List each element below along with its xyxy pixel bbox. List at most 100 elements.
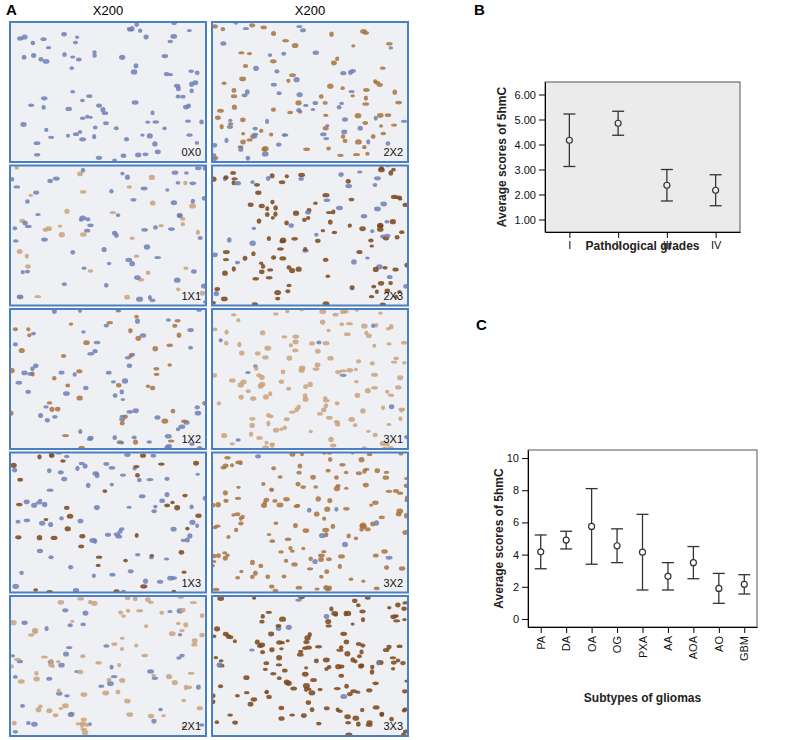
nucleus xyxy=(220,466,226,470)
nucleus xyxy=(47,468,52,473)
nucleus xyxy=(38,413,43,418)
y-tick-label: 5.00 xyxy=(515,114,536,126)
nucleus xyxy=(46,708,52,713)
nucleus xyxy=(95,661,101,664)
nucleus xyxy=(22,55,27,60)
nucleus xyxy=(158,708,162,712)
plot-background xyxy=(528,450,757,627)
nucleus xyxy=(186,133,192,136)
nucleus xyxy=(370,665,374,670)
nucleus xyxy=(246,389,251,393)
nucleus xyxy=(77,597,84,601)
nucleus xyxy=(352,716,359,721)
nucleus xyxy=(172,680,178,685)
nucleus xyxy=(372,344,376,348)
x-tick: GBM xyxy=(738,627,750,661)
nucleus xyxy=(346,179,351,184)
nucleus xyxy=(91,601,97,606)
nucleus xyxy=(48,555,53,559)
nucleus xyxy=(92,53,96,58)
nucleus xyxy=(21,370,27,375)
error-bar-cap xyxy=(637,514,649,515)
nucleus xyxy=(304,635,310,640)
nucleus xyxy=(356,471,362,475)
nucleus xyxy=(294,504,300,508)
nucleus xyxy=(230,171,236,175)
nucleus xyxy=(263,394,269,399)
nucleus xyxy=(381,549,387,554)
nucleus xyxy=(361,617,365,622)
nucleus xyxy=(271,466,276,470)
mean-marker xyxy=(741,581,747,587)
error-bar-cap xyxy=(560,548,572,549)
nucleus xyxy=(154,415,160,419)
nucleus xyxy=(313,485,318,489)
nucleus xyxy=(273,212,277,217)
nucleus xyxy=(167,610,172,613)
nucleus xyxy=(330,444,336,448)
y-tick: 3.00 xyxy=(515,164,545,176)
nucleus xyxy=(338,564,342,569)
nucleus xyxy=(162,126,166,130)
nucleus xyxy=(79,215,86,220)
nucleus xyxy=(244,691,250,694)
nucleus xyxy=(87,223,93,227)
nucleus xyxy=(13,342,18,346)
nucleus xyxy=(154,256,161,259)
nucleus xyxy=(399,407,406,410)
nucleus xyxy=(243,256,248,261)
nucleus xyxy=(337,154,343,157)
nucleus xyxy=(261,482,265,486)
y-tick-mark xyxy=(522,555,528,556)
mean-marker xyxy=(713,187,719,193)
nucleus xyxy=(266,695,272,699)
nucleus xyxy=(393,619,400,622)
nucleus xyxy=(265,212,270,217)
nucleus xyxy=(374,520,379,525)
nucleus xyxy=(351,259,357,264)
nucleus xyxy=(243,675,249,680)
nucleus xyxy=(366,688,372,692)
nucleus xyxy=(13,327,18,331)
nucleus xyxy=(231,94,237,98)
nucleus xyxy=(21,270,25,274)
nucleus xyxy=(195,141,199,145)
nucleus xyxy=(165,188,169,192)
nucleus xyxy=(270,443,274,448)
nucleus xyxy=(257,218,262,223)
nucleus xyxy=(119,678,125,683)
nucleus xyxy=(63,391,70,396)
nucleus xyxy=(224,456,230,459)
nucleus xyxy=(276,624,282,628)
nucleus xyxy=(259,269,265,274)
nucleus xyxy=(103,644,109,647)
nucleus xyxy=(41,237,48,241)
y-tick: 6.00 xyxy=(515,89,545,101)
nucleus xyxy=(131,69,138,74)
micrograph-background xyxy=(10,166,206,306)
nucleus xyxy=(135,319,140,324)
x-tick-label: IV xyxy=(711,239,722,251)
nucleus xyxy=(278,475,283,478)
nucleus xyxy=(324,614,330,619)
nucleus xyxy=(119,389,124,394)
nucleus xyxy=(161,418,168,423)
nucleus xyxy=(326,274,331,278)
nucleus xyxy=(223,499,228,503)
nucleus xyxy=(349,198,355,202)
x-tick-mark xyxy=(566,627,567,633)
micrograph-border xyxy=(212,22,408,162)
nucleus xyxy=(62,608,68,612)
nucleus xyxy=(361,580,365,583)
nucleus xyxy=(81,267,86,270)
nucleus xyxy=(12,584,19,589)
nucleus xyxy=(260,330,266,335)
nucleus xyxy=(44,626,48,631)
x-tick: I xyxy=(568,232,571,251)
nucleus xyxy=(81,168,85,173)
mean-marker xyxy=(665,573,671,579)
nucleus xyxy=(11,654,16,657)
nucleus xyxy=(251,697,258,701)
nucleus xyxy=(378,281,384,286)
nucleus xyxy=(139,494,146,498)
